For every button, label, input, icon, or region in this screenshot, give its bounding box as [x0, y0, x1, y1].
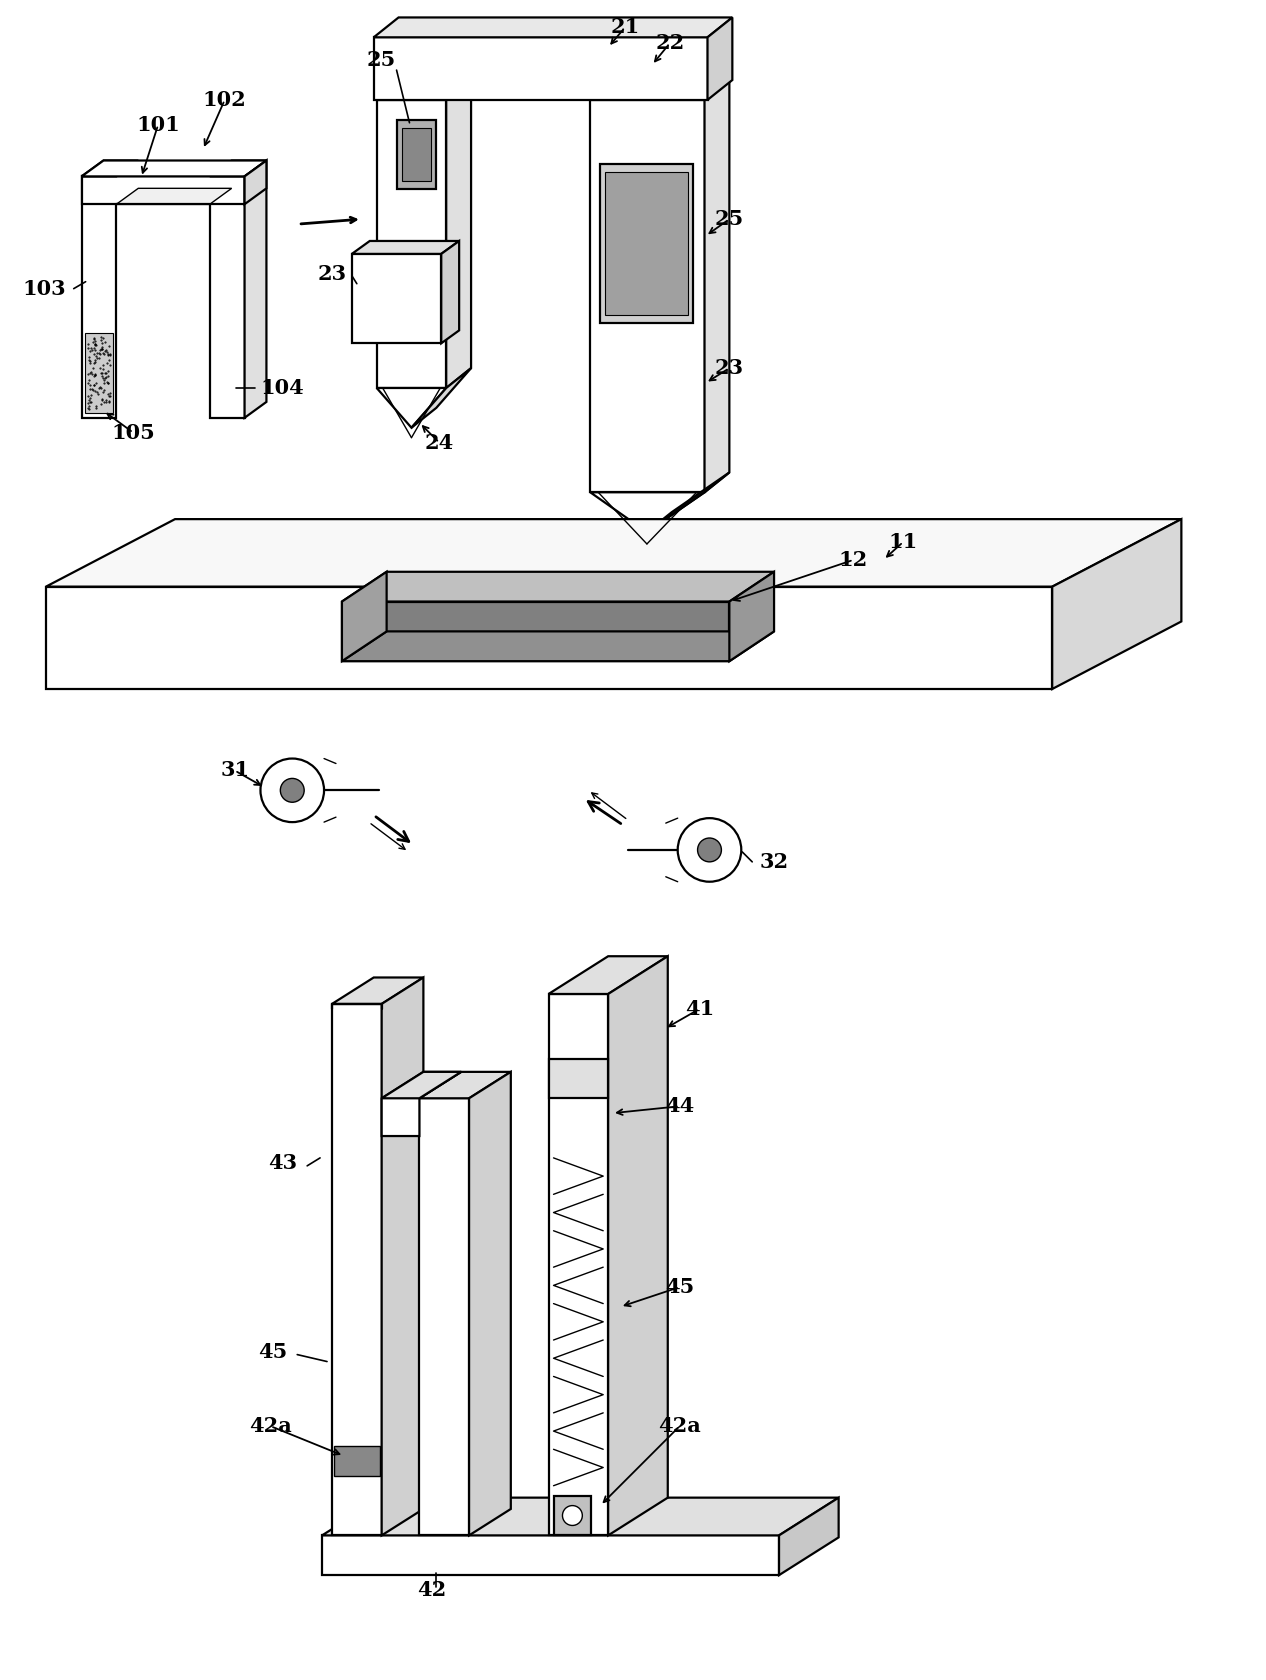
- Polygon shape: [442, 240, 460, 343]
- Text: 32: 32: [760, 852, 789, 872]
- Polygon shape: [779, 1497, 838, 1576]
- Polygon shape: [377, 388, 446, 428]
- Polygon shape: [548, 1058, 608, 1099]
- Text: 11: 11: [889, 533, 918, 553]
- Polygon shape: [373, 17, 732, 37]
- Polygon shape: [381, 978, 423, 1536]
- Polygon shape: [548, 995, 608, 1536]
- Polygon shape: [81, 161, 138, 176]
- Polygon shape: [81, 176, 244, 205]
- Polygon shape: [373, 37, 708, 99]
- Text: 43: 43: [268, 1152, 298, 1173]
- Polygon shape: [332, 1005, 381, 1536]
- Polygon shape: [46, 519, 1181, 586]
- Polygon shape: [381, 1072, 461, 1136]
- Polygon shape: [342, 571, 386, 662]
- Circle shape: [677, 818, 742, 882]
- Polygon shape: [605, 173, 687, 316]
- Circle shape: [698, 838, 722, 862]
- Polygon shape: [729, 571, 774, 662]
- Text: 105: 105: [111, 423, 156, 444]
- Polygon shape: [704, 81, 729, 492]
- Text: 31: 31: [220, 761, 249, 781]
- Polygon shape: [401, 128, 432, 181]
- Text: 45: 45: [665, 1277, 694, 1297]
- Circle shape: [562, 1505, 582, 1525]
- Polygon shape: [81, 176, 116, 418]
- Text: 12: 12: [839, 549, 868, 570]
- Polygon shape: [85, 333, 114, 413]
- Text: 44: 44: [665, 1097, 694, 1116]
- Polygon shape: [244, 161, 266, 418]
- Text: 42a: 42a: [658, 1416, 701, 1436]
- Text: 103: 103: [22, 279, 66, 299]
- Polygon shape: [342, 601, 729, 662]
- Circle shape: [280, 778, 304, 803]
- Polygon shape: [342, 571, 774, 601]
- Polygon shape: [352, 240, 460, 254]
- Polygon shape: [334, 1446, 380, 1475]
- Text: 25: 25: [367, 50, 396, 71]
- Polygon shape: [352, 254, 442, 343]
- Text: 104: 104: [261, 378, 304, 398]
- Polygon shape: [116, 188, 232, 205]
- Polygon shape: [548, 956, 667, 995]
- Polygon shape: [419, 1072, 510, 1099]
- Text: 25: 25: [715, 208, 744, 228]
- Text: 23: 23: [715, 358, 744, 378]
- Polygon shape: [608, 956, 667, 1536]
- Polygon shape: [590, 99, 704, 492]
- Polygon shape: [342, 632, 774, 662]
- Polygon shape: [381, 1072, 461, 1099]
- Polygon shape: [647, 472, 729, 533]
- Polygon shape: [81, 161, 266, 176]
- Polygon shape: [46, 586, 1052, 689]
- Polygon shape: [446, 81, 471, 388]
- Text: 41: 41: [685, 1000, 714, 1018]
- Text: 22: 22: [655, 34, 685, 54]
- Polygon shape: [396, 119, 437, 190]
- Polygon shape: [708, 17, 732, 99]
- Polygon shape: [600, 165, 693, 324]
- Polygon shape: [244, 161, 266, 205]
- Text: 102: 102: [203, 91, 247, 109]
- Text: 23: 23: [318, 264, 347, 284]
- Polygon shape: [411, 368, 471, 428]
- Polygon shape: [1052, 519, 1181, 689]
- Polygon shape: [377, 99, 446, 388]
- Text: 24: 24: [424, 433, 454, 452]
- Polygon shape: [332, 978, 423, 1005]
- Circle shape: [261, 759, 324, 822]
- Polygon shape: [377, 81, 471, 99]
- Polygon shape: [322, 1497, 838, 1536]
- Text: 101: 101: [137, 114, 180, 134]
- Polygon shape: [470, 1072, 510, 1536]
- Text: 42: 42: [417, 1579, 446, 1599]
- Polygon shape: [590, 492, 704, 533]
- Polygon shape: [322, 1536, 779, 1576]
- Text: 21: 21: [610, 17, 639, 37]
- Text: 45: 45: [258, 1342, 287, 1361]
- Polygon shape: [210, 161, 266, 176]
- Polygon shape: [553, 1495, 591, 1536]
- Polygon shape: [419, 1099, 470, 1536]
- Text: 42a: 42a: [249, 1416, 291, 1436]
- Polygon shape: [210, 176, 244, 418]
